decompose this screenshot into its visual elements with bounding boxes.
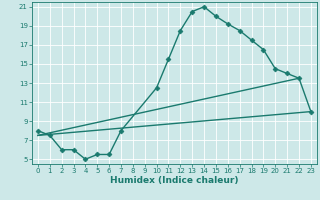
X-axis label: Humidex (Indice chaleur): Humidex (Indice chaleur)	[110, 176, 239, 185]
